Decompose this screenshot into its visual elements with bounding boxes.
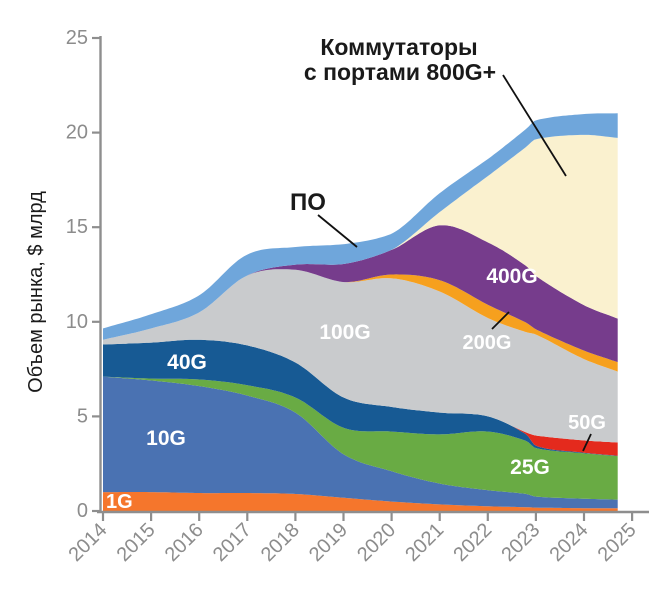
area-series-200G [103,269,618,372]
y-tick-label-10: 10 [66,311,88,333]
annotation-2: ПО [290,189,326,216]
x-tick-label-2022: 2022 [449,519,496,566]
series-label-400G: 400G [486,265,537,288]
x-tick-label-2019: 2019 [305,519,352,566]
y-tick-label-5: 5 [77,405,88,427]
y-tick-label-15: 15 [66,216,88,238]
area-series-10G [103,376,618,509]
x-tick-label-2015: 2015 [113,519,160,566]
series-label-25G: 25G [510,456,550,479]
series-label-50G: 50G [568,412,606,434]
series-label-10G: 10G [146,427,186,450]
callout-line-1 [317,214,358,248]
x-tick-label-2016: 2016 [161,519,208,566]
annotation-1: с портами 800G+ [304,59,496,85]
area-series-100G [103,269,618,443]
area-series-ПО [103,113,618,340]
area-series-800G+ [103,134,618,340]
y-tick-label-0: 0 [77,500,88,522]
y-axis-title: Объем рынка, $ млрд [25,191,47,393]
callout-line-2 [491,311,510,330]
y-tick-label-20: 20 [66,122,88,144]
x-tick-label-2020: 2020 [353,519,400,566]
area-series-400G [103,225,618,363]
callout-line-3 [582,433,592,452]
area-series-1G [103,492,618,511]
series-label-40G: 40G [167,351,207,374]
x-tick-label-2025: 2025 [594,519,641,566]
series-label-100G: 100G [319,321,370,344]
area-series-50G [103,339,618,456]
x-tick-label-2021: 2021 [401,519,448,566]
area-series-25G [103,376,618,500]
series-label-200G: 200G [463,332,512,354]
annotation-0: Коммутаторы [320,34,477,60]
callout-line-0 [502,74,567,177]
y-tick-label-25: 25 [66,27,88,49]
series-label-1G: 1G [106,491,133,513]
x-tick-label-2014: 2014 [65,519,112,566]
x-tick-label-2024: 2024 [546,519,593,566]
x-tick-label-2023: 2023 [497,519,544,566]
x-tick-label-2017: 2017 [209,519,256,566]
area-series-40G [103,339,618,457]
x-tick-label-2018: 2018 [257,519,304,566]
